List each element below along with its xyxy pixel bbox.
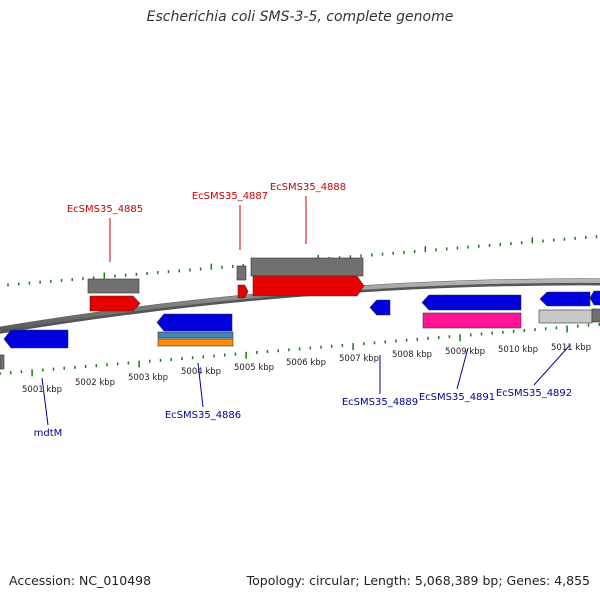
gene-label: EcSMS35_4891 [419, 392, 495, 403]
kbp-label: 5005 kbp [234, 363, 274, 373]
light-gray-feature [538, 309, 593, 324]
label-leader [533, 344, 571, 386]
reverse-gene [156, 313, 233, 332]
label-leader [41, 377, 49, 426]
gray-feature [0, 354, 5, 370]
forward-gene [89, 295, 141, 312]
label-leader [197, 362, 204, 408]
reverse-gene [589, 290, 600, 306]
forward-gene [237, 284, 249, 299]
kbp-label: 5006 kbp [286, 358, 326, 368]
kbp-label: 5004 kbp [181, 367, 221, 377]
genome-summary-text: Topology: circular; Length: 5,068,389 bp… [246, 573, 590, 588]
accession-text: Accession: NC_010498 [9, 573, 152, 588]
gene-label: EcSMS35_4892 [496, 388, 572, 399]
reverse-gene [3, 329, 69, 349]
gene-label: EcSMS35_4886 [165, 410, 241, 421]
gene-label: EcSMS35_4888 [270, 182, 346, 193]
kbp-label: 5010 kbp [498, 345, 538, 355]
kbp-label: 5002 kbp [75, 378, 115, 388]
magenta-feature [422, 312, 522, 329]
reverse-gene [539, 291, 591, 307]
gray-feature [236, 265, 247, 281]
label-leader [456, 347, 469, 390]
reverse-gene [369, 299, 391, 316]
forward-gene [252, 275, 365, 297]
gene-label: EcSMS35_4889 [342, 397, 418, 408]
steel-feature [157, 331, 234, 339]
gray-feature [591, 308, 600, 323]
gene-label: mdtM [34, 428, 63, 439]
kbp-label: 5009 kbp [445, 347, 485, 357]
kbp-label: 5007 kbp [339, 354, 379, 364]
gene-label: EcSMS35_4887 [192, 191, 268, 202]
reverse-gene [421, 294, 522, 311]
gray-feature [250, 257, 364, 277]
map-title: Escherichia coli SMS-3-5, complete genom… [146, 9, 454, 25]
orange-feature [157, 338, 234, 347]
gene-label: EcSMS35_4885 [67, 204, 143, 215]
kbp-label: 5001 kbp [22, 385, 62, 395]
kbp-label: 5003 kbp [128, 373, 168, 383]
kbp-label: 5008 kbp [392, 350, 432, 360]
kbp-label: 5011 kbp [551, 343, 591, 353]
gray-feature [87, 278, 140, 294]
